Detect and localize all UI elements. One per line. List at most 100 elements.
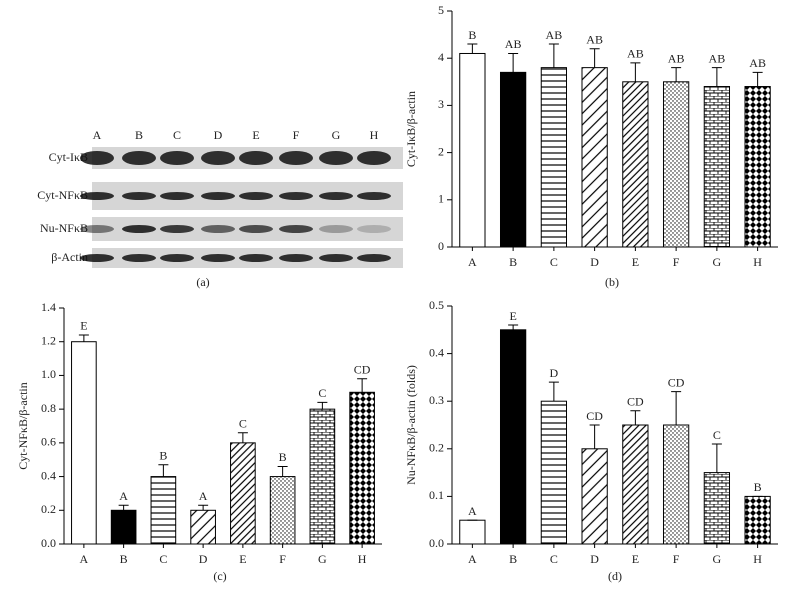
significance-letter: D [550,366,559,380]
error-bar [630,410,641,425]
blot-band [239,151,273,165]
lane-label: H [370,128,379,142]
x-tick-label: H [358,552,367,566]
significance-letter: A [468,504,477,518]
significance-letter: AB [586,33,603,47]
bar [110,509,137,545]
significance-letter: AB [709,51,726,65]
lane-label: A [93,128,102,142]
blot-band [319,151,353,165]
x-tick-label: A [80,552,89,566]
x-tick-label: C [550,255,558,269]
lane-label: E [252,128,259,142]
significance-letter: B [468,28,476,42]
y-tick-label: 0.0 [41,536,56,550]
y-axis-label: Nu-NFκB/β-actin (folds) [404,365,418,485]
error-bar [711,67,722,87]
error-bar [158,464,169,477]
blot-band [357,225,391,233]
bar [622,81,649,248]
x-tick-label: E [632,552,639,566]
blot-band [201,192,235,200]
blot-band [239,254,273,262]
blot-band [201,254,235,262]
bar [309,408,336,545]
error-bar [508,52,519,73]
error-bar [78,334,89,342]
significance-letter: A [199,489,208,503]
lane-label: G [332,128,341,142]
y-tick-label: 0.6 [41,435,56,449]
y-tick-label: 0.8 [41,401,56,415]
y-tick-label: 1.0 [41,367,56,381]
significance-letter: C [318,386,326,400]
error-bar [198,504,209,511]
significance-letter: CD [627,394,644,408]
significance-letter: C [239,416,247,430]
blot-band [122,192,156,200]
error-bar [118,504,129,511]
error-bar [357,378,368,393]
caption: (b) [605,275,619,289]
bar [744,495,771,545]
bar [230,442,256,545]
x-tick-label: E [239,552,246,566]
significance-letter: C [713,428,721,442]
y-tick-label: 0.5 [429,298,444,312]
blot-band [319,225,353,233]
y-tick-label: 0.4 [429,345,444,359]
y-tick-label: 5 [438,3,444,17]
row-label: Cyt-NFκB [37,188,88,202]
significance-letter: AB [546,28,563,42]
error-bar [548,43,559,68]
bar [459,52,486,248]
blot-band [319,192,353,200]
y-tick-label: 0.2 [429,441,444,455]
x-tick-label: F [279,552,286,566]
bar [190,509,216,545]
y-tick-label: 1 [438,192,444,206]
error-bar [317,401,328,410]
significance-letter: CD [586,409,603,423]
blot-band [319,254,353,262]
bar [703,86,731,248]
blot-band [122,254,156,262]
blot-band [160,225,194,233]
significance-letter: AB [505,37,522,51]
lane-label: D [214,128,223,142]
blot-band [239,192,273,200]
blot-band [279,254,313,262]
x-tick-label: C [159,552,167,566]
x-tick-label: B [509,552,517,566]
y-tick-label: 3 [438,97,444,111]
row-label: Cyt-IκB [49,150,88,164]
x-tick-label: H [753,255,762,269]
blot-band [357,151,391,165]
y-tick-label: 0.2 [41,502,56,516]
lane-label: F [293,128,300,142]
x-tick-label: F [673,255,680,269]
bar [499,71,527,248]
blot-band [357,254,391,262]
blot-band [80,192,114,200]
y-tick-label: 0.0 [429,536,444,550]
bar [703,472,731,545]
blot-band [201,151,235,165]
significance-letter: E [509,309,516,323]
bar [459,519,486,545]
bar [581,448,608,545]
blot-band [122,151,156,165]
blot-band [80,225,114,233]
y-axis-label: Cyt-IκB/β-actin [404,91,418,167]
blot-band [160,192,194,200]
blot-band [279,192,313,200]
x-tick-label: E [632,255,639,269]
row-label: β-Actin [51,250,88,264]
error-bar [630,62,641,82]
x-tick-label: G [713,255,722,269]
significance-letter: AB [668,51,685,65]
y-axis-label: Cyt-NFκB/β-actin [16,382,30,469]
x-tick-label: A [468,552,477,566]
caption: (d) [608,569,622,583]
x-tick-label: G [318,552,327,566]
